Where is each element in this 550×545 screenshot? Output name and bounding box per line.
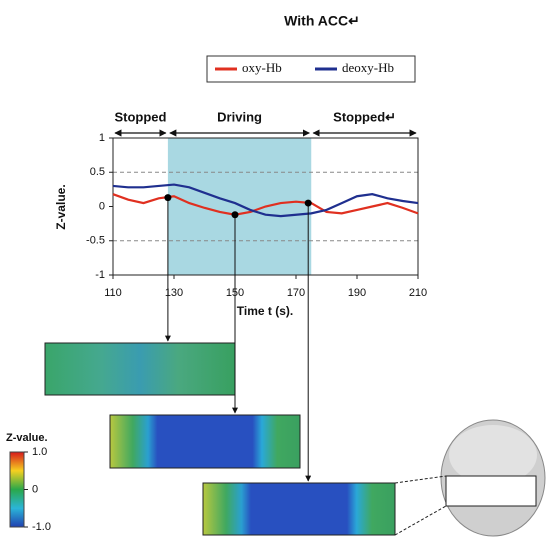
colorbar-tick-label: 1.0 <box>32 446 47 458</box>
colorbar-title: Z-value. <box>6 432 48 444</box>
series-line <box>112 183 419 218</box>
phase-label: Driving <box>217 109 262 124</box>
phase-label: Stopped↵ <box>333 109 396 124</box>
legend-label: oxy-Hb <box>242 60 282 75</box>
series-line <box>112 193 419 216</box>
connector <box>394 505 447 536</box>
heatmap <box>44 342 236 396</box>
x-tick-label: 210 <box>409 287 427 299</box>
heatmap <box>109 414 301 469</box>
x-tick-label: 170 <box>287 287 305 299</box>
time-marker <box>164 194 172 202</box>
y-tick-label: -0.5 <box>86 235 105 247</box>
time-marker <box>231 211 239 219</box>
y-tick-label: 1 <box>99 132 105 144</box>
legend-box <box>206 55 416 83</box>
heatmap <box>202 482 396 536</box>
y-axis-label: Z-value. <box>54 184 68 229</box>
chart-title: With ACC↵ <box>284 13 360 29</box>
connector <box>394 475 447 484</box>
colorbar-tick-label: -1.0 <box>32 521 51 533</box>
probe-area <box>445 475 537 507</box>
phase-shade <box>167 138 312 275</box>
plot-frame <box>112 137 419 276</box>
y-tick-label: -1 <box>95 269 105 281</box>
colorbar <box>9 451 25 528</box>
x-axis-label: Time t (s). <box>237 304 293 318</box>
x-tick-label: 130 <box>165 287 183 299</box>
y-tick-label: 0.5 <box>90 166 105 178</box>
y-tick-label: 0 <box>99 200 105 212</box>
head-highlight <box>449 425 537 485</box>
x-tick-label: 190 <box>348 287 366 299</box>
time-marker <box>304 199 312 207</box>
phase-label: Stopped <box>114 109 166 124</box>
legend-label: deoxy-Hb <box>342 60 394 75</box>
colorbar-tick-label: 0 <box>32 483 38 495</box>
x-tick-label: 110 <box>104 287 122 299</box>
